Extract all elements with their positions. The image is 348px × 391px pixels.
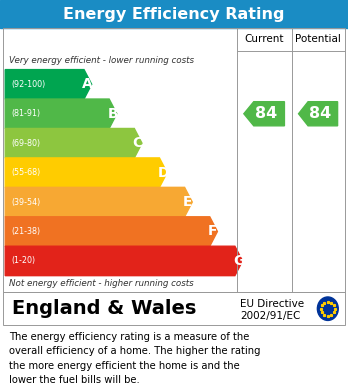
Polygon shape xyxy=(244,102,284,126)
Text: The energy efficiency rating is a measure of the: The energy efficiency rating is a measur… xyxy=(9,332,249,342)
Bar xyxy=(0,0,348,28)
Bar xyxy=(3,292,345,325)
Text: (69-80): (69-80) xyxy=(11,139,41,148)
Polygon shape xyxy=(299,102,338,126)
Text: Current: Current xyxy=(244,34,284,45)
Polygon shape xyxy=(5,187,192,217)
Text: EU Directive: EU Directive xyxy=(240,299,304,309)
Polygon shape xyxy=(5,129,142,158)
Text: (39-54): (39-54) xyxy=(11,197,41,206)
Bar xyxy=(3,28,345,292)
Polygon shape xyxy=(5,158,167,187)
Text: 2002/91/EC: 2002/91/EC xyxy=(240,311,300,321)
Text: England & Wales: England & Wales xyxy=(12,299,197,318)
Text: Potential: Potential xyxy=(295,34,341,45)
Text: (1-20): (1-20) xyxy=(11,256,35,265)
Text: D: D xyxy=(158,166,169,179)
Circle shape xyxy=(317,297,338,321)
Text: F: F xyxy=(208,224,218,239)
Text: (81-91): (81-91) xyxy=(11,109,41,118)
Text: the more energy efficient the home is and the: the more energy efficient the home is an… xyxy=(9,361,239,371)
Text: overall efficiency of a home. The higher the rating: overall efficiency of a home. The higher… xyxy=(9,346,260,356)
Polygon shape xyxy=(5,99,117,129)
Text: 84: 84 xyxy=(255,106,277,121)
Text: Very energy efficient - lower running costs: Very energy efficient - lower running co… xyxy=(9,56,194,65)
Text: (21-38): (21-38) xyxy=(11,227,41,236)
Text: lower the fuel bills will be.: lower the fuel bills will be. xyxy=(9,375,140,385)
Text: A: A xyxy=(82,77,93,91)
Text: Energy Efficiency Rating: Energy Efficiency Rating xyxy=(63,7,285,22)
Polygon shape xyxy=(5,217,218,246)
Text: B: B xyxy=(108,107,118,121)
Text: Not energy efficient - higher running costs: Not energy efficient - higher running co… xyxy=(9,279,193,289)
Text: C: C xyxy=(133,136,143,150)
Text: (92-100): (92-100) xyxy=(11,80,46,89)
Polygon shape xyxy=(5,70,92,99)
Polygon shape xyxy=(5,246,243,276)
Text: (55-68): (55-68) xyxy=(11,168,41,177)
Text: E: E xyxy=(183,195,192,209)
Text: G: G xyxy=(233,254,245,268)
Text: 84: 84 xyxy=(309,106,331,121)
